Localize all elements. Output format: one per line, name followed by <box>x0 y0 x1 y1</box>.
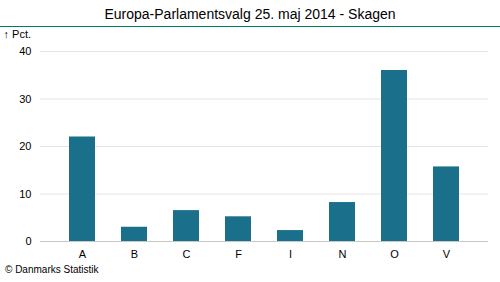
svg-text:↑ Pct.: ↑ Pct. <box>4 28 32 40</box>
svg-text:B: B <box>131 248 138 260</box>
svg-text:20: 20 <box>19 140 31 152</box>
svg-text:10: 10 <box>19 188 31 200</box>
svg-text:O: O <box>390 248 399 260</box>
svg-text:A: A <box>79 248 87 260</box>
html-text:Europa-Parlamentsvalg 25. maj: Europa-Parlamentsvalg 25. maj 2014 - Ska… <box>104 6 396 22</box>
svg-text:I: I <box>289 248 292 260</box>
svg-text:0: 0 <box>25 235 31 247</box>
svg-text:30: 30 <box>19 93 31 105</box>
svg-text:F: F <box>235 248 242 260</box>
svg-text:N: N <box>339 248 347 260</box>
svg-text:40: 40 <box>19 45 31 57</box>
svg-text:C: C <box>183 248 191 260</box>
html-text:© Danmarks Statistik: © Danmarks Statistik <box>5 264 99 275</box>
svg-text:V: V <box>443 248 451 260</box>
